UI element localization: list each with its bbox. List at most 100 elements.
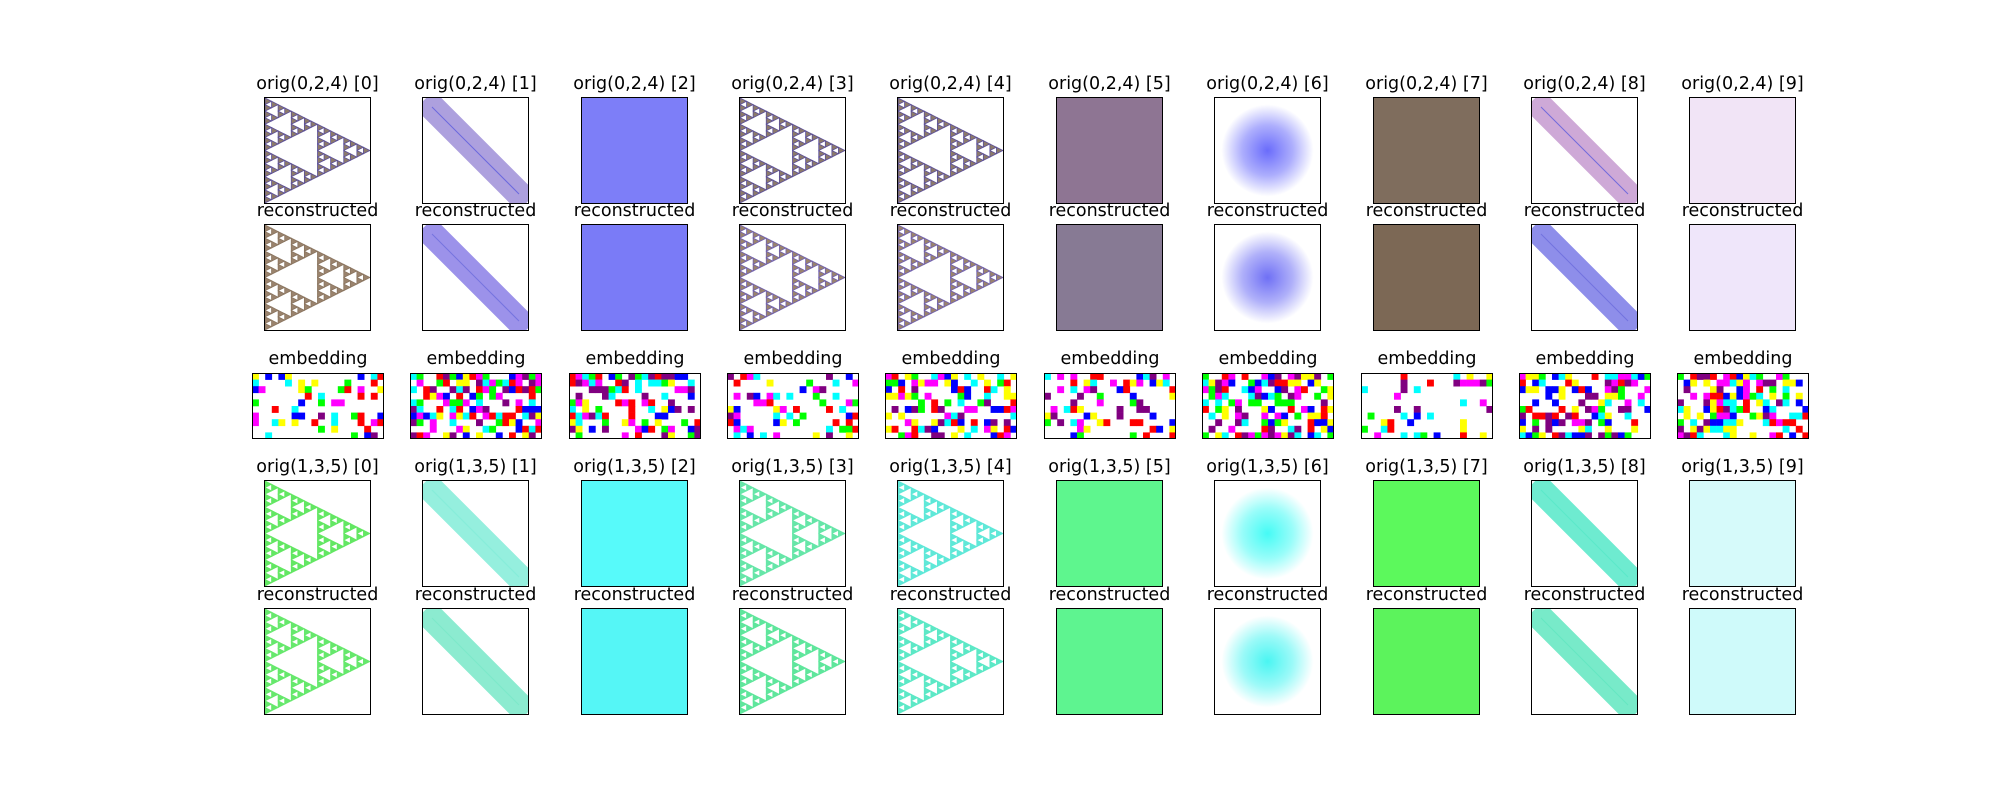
- embedding-panel: [1202, 373, 1334, 439]
- reconstructed-panel-title: reconstructed: [1048, 585, 1171, 605]
- orig-panel-title: orig(1,3,5) [7]: [1365, 457, 1488, 477]
- reconstructed-panel: [264, 608, 371, 715]
- orig-panel-title: orig(1,3,5) [9]: [1681, 457, 1804, 477]
- orig-panel-title: orig(1,3,5) [6]: [1206, 457, 1329, 477]
- orig-panel: [422, 480, 529, 587]
- reconstructed-panel-title: reconstructed: [731, 201, 854, 221]
- reconstructed-panel-title: reconstructed: [256, 585, 379, 605]
- embedding-title: embedding: [743, 349, 843, 369]
- reconstructed-panel: [422, 608, 529, 715]
- orig-panel-title: orig(1,3,5) [1]: [414, 457, 537, 477]
- reconstructed-panel-title: reconstructed: [1365, 585, 1488, 605]
- orig-panel-title: orig(1,3,5) [8]: [1523, 457, 1646, 477]
- reconstructed-panel: [1689, 608, 1796, 715]
- reconstructed-panel-title: reconstructed: [731, 585, 854, 605]
- reconstructed-panel: [1373, 608, 1480, 715]
- orig-panel: [897, 97, 1004, 204]
- reconstructed-panel: [1531, 608, 1638, 715]
- orig-panel-title: orig(0,2,4) [0]: [256, 74, 379, 94]
- reconstructed-panel: [264, 224, 371, 331]
- reconstructed-panel-title: reconstructed: [1681, 201, 1804, 221]
- reconstructed-panel: [1214, 224, 1321, 331]
- reconstructed-panel: [1373, 224, 1480, 331]
- orig-panel-title: orig(0,2,4) [8]: [1523, 74, 1646, 94]
- orig-panel: [1689, 97, 1796, 204]
- orig-panel-title: orig(0,2,4) [2]: [573, 74, 696, 94]
- reconstructed-panel: [1689, 224, 1796, 331]
- reconstructed-panel-title: reconstructed: [414, 585, 537, 605]
- embedding-title: embedding: [901, 349, 1001, 369]
- reconstructed-panel-title: reconstructed: [414, 201, 537, 221]
- orig-panel-title: orig(0,2,4) [1]: [414, 74, 537, 94]
- reconstructed-panel-title: reconstructed: [889, 201, 1012, 221]
- embedding-panel: [885, 373, 1017, 439]
- orig-panel-title: orig(1,3,5) [0]: [256, 457, 379, 477]
- orig-panel-title: orig(1,3,5) [3]: [731, 457, 854, 477]
- reconstructed-panel: [739, 224, 846, 331]
- orig-panel: [422, 97, 529, 204]
- embedding-title: embedding: [1377, 349, 1477, 369]
- orig-panel: [1373, 480, 1480, 587]
- reconstructed-panel-title: reconstructed: [573, 585, 696, 605]
- orig-panel-title: orig(0,2,4) [7]: [1365, 74, 1488, 94]
- orig-panel-title: orig(0,2,4) [4]: [889, 74, 1012, 94]
- embedding-title: embedding: [268, 349, 368, 369]
- orig-panel: [581, 480, 688, 587]
- embedding-title: embedding: [1693, 349, 1793, 369]
- orig-panel: [264, 480, 371, 587]
- reconstructed-panel-title: reconstructed: [1365, 201, 1488, 221]
- orig-panel: [1056, 480, 1163, 587]
- embedding-panel: [727, 373, 859, 439]
- embedding-title: embedding: [426, 349, 526, 369]
- reconstructed-panel: [739, 608, 846, 715]
- reconstructed-panel-title: reconstructed: [889, 585, 1012, 605]
- reconstructed-panel: [1214, 608, 1321, 715]
- orig-panel: [1531, 97, 1638, 204]
- embedding-title: embedding: [585, 349, 685, 369]
- reconstructed-panel-title: reconstructed: [573, 201, 696, 221]
- embedding-panel: [1677, 373, 1809, 439]
- reconstructed-panel-title: reconstructed: [1206, 585, 1329, 605]
- orig-panel: [739, 480, 846, 587]
- reconstructed-panel: [1056, 224, 1163, 331]
- reconstructed-panel: [897, 224, 1004, 331]
- embedding-panel: [569, 373, 701, 439]
- embedding-title: embedding: [1535, 349, 1635, 369]
- embedding-panel: [252, 373, 384, 439]
- orig-panel: [581, 97, 688, 204]
- embedding-title: embedding: [1060, 349, 1160, 369]
- embedding-panel: [1519, 373, 1651, 439]
- orig-panel: [897, 480, 1004, 587]
- orig-panel-title: orig(1,3,5) [4]: [889, 457, 1012, 477]
- embedding-panel: [1044, 373, 1176, 439]
- reconstructed-panel-title: reconstructed: [1523, 201, 1646, 221]
- orig-panel-title: orig(1,3,5) [5]: [1048, 457, 1171, 477]
- orig-panel: [1531, 480, 1638, 587]
- orig-panel: [1214, 97, 1321, 204]
- orig-panel-title: orig(1,3,5) [2]: [573, 457, 696, 477]
- reconstructed-panel-title: reconstructed: [1048, 201, 1171, 221]
- reconstructed-panel: [1056, 608, 1163, 715]
- embedding-panel: [410, 373, 542, 439]
- reconstructed-panel: [581, 608, 688, 715]
- orig-panel: [1373, 97, 1480, 204]
- orig-panel-title: orig(0,2,4) [3]: [731, 74, 854, 94]
- orig-panel-title: orig(0,2,4) [9]: [1681, 74, 1804, 94]
- reconstructed-panel-title: reconstructed: [256, 201, 379, 221]
- orig-panel: [1056, 97, 1163, 204]
- reconstructed-panel-title: reconstructed: [1523, 585, 1646, 605]
- reconstructed-panel-title: reconstructed: [1206, 201, 1329, 221]
- orig-panel: [739, 97, 846, 204]
- reconstructed-panel: [897, 608, 1004, 715]
- reconstructed-panel: [581, 224, 688, 331]
- embedding-title: embedding: [1218, 349, 1318, 369]
- reconstructed-panel: [1531, 224, 1638, 331]
- orig-panel-title: orig(0,2,4) [5]: [1048, 74, 1171, 94]
- reconstructed-panel-title: reconstructed: [1681, 585, 1804, 605]
- reconstructed-panel: [422, 224, 529, 331]
- orig-panel: [1214, 480, 1321, 587]
- orig-panel-title: orig(0,2,4) [6]: [1206, 74, 1329, 94]
- embedding-panel: [1361, 373, 1493, 439]
- orig-panel: [264, 97, 371, 204]
